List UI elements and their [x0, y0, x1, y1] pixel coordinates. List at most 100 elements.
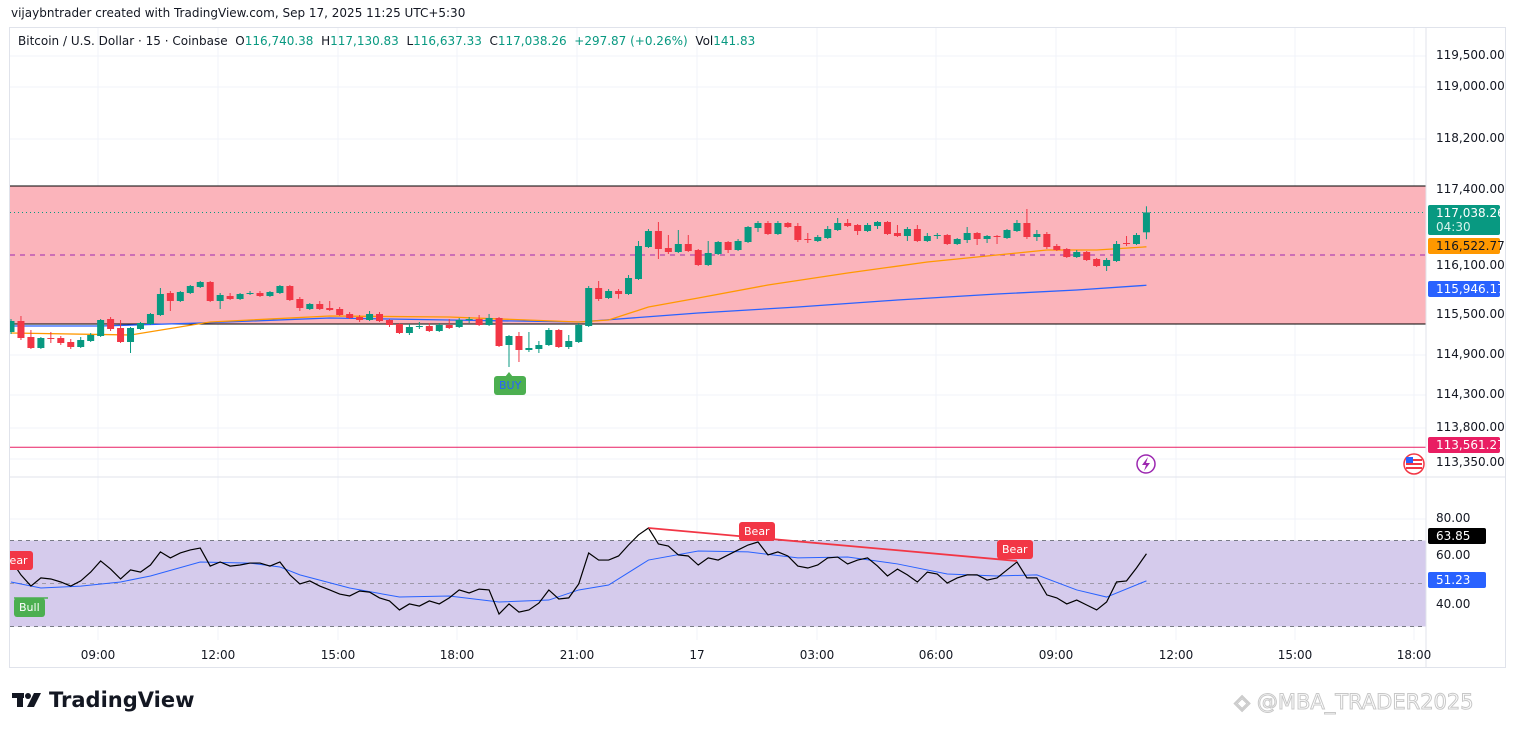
candle-body — [1142, 212, 1150, 233]
time-tick-label: 09:00 — [1038, 648, 1074, 662]
candle-body — [555, 330, 563, 347]
candle-body — [953, 239, 961, 244]
candle-body — [286, 286, 294, 300]
candle-body — [276, 286, 284, 293]
candle-body — [206, 282, 214, 301]
tradingview-logo[interactable]: TradingView — [12, 688, 194, 712]
candle-body — [196, 282, 204, 287]
candle-body — [226, 296, 234, 299]
lightning-icon — [1136, 454, 1156, 474]
candle-body — [296, 299, 304, 308]
candle-body — [1123, 243, 1131, 244]
candle-body — [385, 320, 393, 325]
candle-body — [565, 341, 573, 347]
price-tick-label: 115,500.00 — [1436, 307, 1505, 321]
candle-body — [395, 324, 403, 333]
candle-body — [186, 286, 194, 293]
candle-body — [605, 291, 613, 298]
time-tick-label: 03:00 — [799, 648, 835, 662]
candle-body — [844, 223, 852, 226]
flag-stripe — [1406, 463, 1422, 465]
high-label: H — [321, 34, 331, 48]
candle-body — [684, 244, 692, 251]
candle-body — [246, 293, 254, 294]
buy-signal: BUY — [494, 376, 527, 395]
open-value: 116,740.38 — [244, 34, 314, 48]
candle-body — [1083, 252, 1091, 260]
last-price: 117,038.26 — [1436, 206, 1505, 220]
candle-body — [376, 314, 384, 321]
time-tick-label: 18:00 — [439, 648, 475, 662]
time-tick-label: 17 — [689, 648, 705, 662]
binance-icon: ◈ — [1233, 690, 1251, 715]
plot-area — [10, 28, 1426, 640]
candle-body — [67, 342, 75, 347]
candle-body — [505, 336, 513, 345]
candle-body — [923, 236, 931, 241]
candle-body — [117, 328, 125, 342]
candle-body — [47, 338, 55, 339]
tradingview-logo-icon — [12, 693, 41, 707]
candle-body — [1113, 244, 1121, 261]
candle-body — [1023, 223, 1031, 237]
price-tick-label: 114,300.00 — [1436, 387, 1505, 401]
candle-body — [27, 337, 35, 348]
candle-body — [455, 320, 463, 327]
candle-body — [156, 294, 164, 315]
candle-body — [804, 239, 812, 240]
time-tick-label: 21:00 — [559, 648, 595, 662]
chart-frame — [9, 27, 1506, 668]
candle-body — [903, 229, 911, 236]
candle-body — [1003, 230, 1011, 238]
open-label: O — [235, 34, 245, 48]
symbol-legend: Bitcoin / U.S. Dollar · 15 · Coinbase O1… — [18, 34, 755, 48]
symbol-name[interactable]: Bitcoin / U.S. Dollar · 15 · Coinbase — [18, 34, 228, 48]
price-tick-label: 117,400.00 — [1436, 182, 1505, 196]
time-tick-label: 09:00 — [80, 648, 116, 662]
candle-body — [465, 319, 473, 320]
candle-body — [864, 225, 872, 231]
moving-average-orange — [10, 246, 1147, 336]
candle-body — [306, 304, 314, 309]
candle-body — [346, 314, 354, 318]
rsi-tick-label: 60.00 — [1436, 548, 1471, 562]
candle-body — [893, 233, 901, 236]
bear-signal-clip: Bear — [10, 540, 50, 580]
candle-body — [625, 278, 633, 294]
candle-body — [1013, 223, 1021, 231]
volume-label: Vol — [695, 34, 714, 48]
candle-body — [744, 227, 752, 242]
candle-body — [644, 231, 652, 247]
price-tick-label: 116,100.00 — [1436, 258, 1505, 272]
rsi-value-tag: 63.85 — [1428, 528, 1486, 544]
candle-body — [166, 293, 174, 301]
price-tick-label: 119,000.00 — [1436, 79, 1505, 93]
candle-body — [704, 253, 712, 265]
logo-text: TradingView — [49, 688, 195, 712]
us-flag-icon — [1403, 453, 1425, 475]
candle-body — [356, 317, 364, 320]
candle-body — [136, 323, 144, 329]
candle-body — [515, 336, 523, 350]
candle-body — [595, 288, 603, 299]
candle-body — [754, 223, 762, 228]
candle-body — [485, 318, 493, 325]
time-tick-label: 15:00 — [320, 648, 356, 662]
candle-body — [17, 321, 25, 338]
candle-body — [933, 235, 941, 236]
candle-body — [1053, 246, 1061, 250]
candle-body — [1093, 259, 1101, 266]
watermark-text: @MBA_TRADER2025 — [1256, 690, 1474, 715]
close-value: 117,038.26 — [497, 34, 567, 48]
candle-body — [615, 291, 623, 294]
time-tick-label: 15:00 — [1277, 648, 1313, 662]
candle-body — [1073, 252, 1081, 257]
bear-signal-left: Bear — [10, 551, 33, 570]
change-value: +297.87 (+0.26%) — [574, 34, 688, 48]
bull-signal: Bull — [14, 598, 45, 617]
candle-body — [824, 229, 832, 238]
candle-body — [146, 314, 154, 324]
rsi-tick-label: 40.00 — [1436, 597, 1471, 611]
